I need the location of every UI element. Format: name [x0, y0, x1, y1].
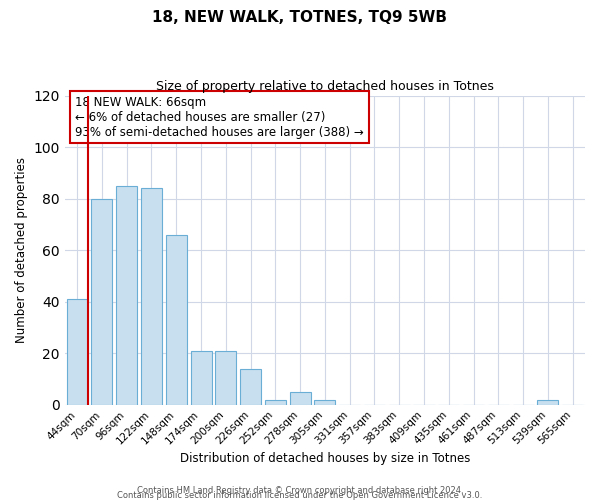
Text: Contains public sector information licensed under the Open Government Licence v3: Contains public sector information licen… — [118, 491, 482, 500]
X-axis label: Distribution of detached houses by size in Totnes: Distribution of detached houses by size … — [180, 452, 470, 465]
Bar — [215, 350, 236, 405]
Bar — [314, 400, 335, 404]
Title: Size of property relative to detached houses in Totnes: Size of property relative to detached ho… — [156, 80, 494, 93]
Text: 18 NEW WALK: 66sqm
← 6% of detached houses are smaller (27)
93% of semi-detached: 18 NEW WALK: 66sqm ← 6% of detached hous… — [75, 96, 364, 138]
Bar — [240, 368, 261, 404]
Y-axis label: Number of detached properties: Number of detached properties — [15, 157, 28, 343]
Bar — [67, 299, 88, 405]
Bar — [191, 350, 212, 405]
Bar — [141, 188, 162, 404]
Bar — [290, 392, 311, 404]
Bar — [91, 198, 112, 404]
Text: 18, NEW WALK, TOTNES, TQ9 5WB: 18, NEW WALK, TOTNES, TQ9 5WB — [152, 10, 448, 25]
Bar — [538, 400, 559, 404]
Text: Contains HM Land Registry data © Crown copyright and database right 2024.: Contains HM Land Registry data © Crown c… — [137, 486, 463, 495]
Bar — [265, 400, 286, 404]
Bar — [166, 234, 187, 404]
Bar — [116, 186, 137, 404]
